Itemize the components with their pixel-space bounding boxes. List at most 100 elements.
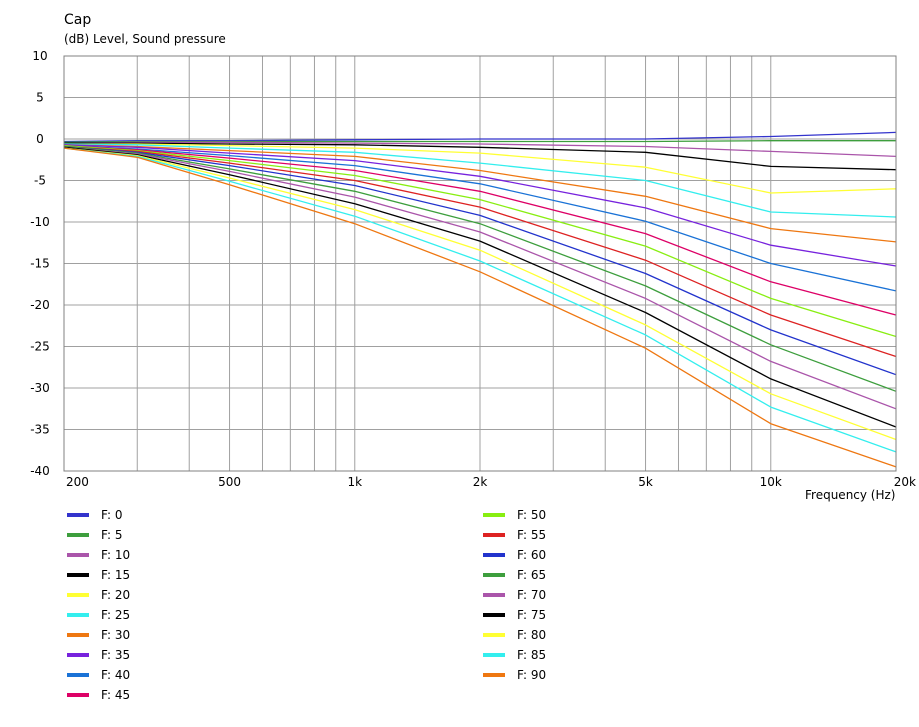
series-line-11 [63, 145, 897, 358]
legend-item: F: 65 [483, 567, 546, 583]
legend-item: F: 55 [483, 527, 546, 543]
legend-swatch [67, 513, 89, 517]
series-line-9 [63, 144, 897, 316]
legend-item: F: 75 [483, 607, 546, 623]
legend-item: F: 5 [67, 527, 122, 543]
plot-frame [63, 55, 897, 472]
legend-swatch [67, 553, 89, 557]
legend-item: F: 60 [483, 547, 546, 563]
chart-title: Cap [64, 12, 92, 28]
legend-swatch [67, 533, 89, 537]
legend-item: F: 35 [67, 647, 130, 663]
legend-item: F: 30 [67, 627, 130, 643]
y-tick-label: -15 [30, 257, 50, 271]
y-axis-label: (dB) Level, Sound pressure [64, 32, 226, 46]
legend-swatch [483, 573, 505, 577]
legend-swatch [67, 633, 89, 637]
series-line-16 [63, 147, 897, 441]
series-line-8 [63, 144, 897, 292]
x-tick-label: 5k [638, 475, 653, 489]
legend-item: F: 40 [67, 667, 130, 683]
y-tick-label: -10 [30, 215, 50, 229]
legend-item: F: 50 [483, 507, 546, 523]
x-axis-label: Frequency (Hz) [805, 488, 896, 502]
legend-swatch [483, 553, 505, 557]
legend-item: F: 15 [67, 567, 130, 583]
legend-label: F: 35 [101, 648, 131, 662]
series-line-4 [64, 143, 897, 194]
legend-swatch [483, 653, 505, 657]
legend-label: F: 15 [101, 568, 131, 582]
legend-label: F: 0 [101, 508, 123, 522]
legend-label: F: 45 [101, 688, 131, 702]
legend-swatch [67, 653, 89, 657]
y-tick-label: -5 [34, 174, 46, 188]
legend-label: F: 10 [101, 548, 131, 562]
legend-label: F: 65 [517, 568, 547, 582]
legend-item: F: 85 [483, 647, 546, 663]
legend-label: F: 60 [517, 548, 547, 562]
legend-label: F: 80 [517, 628, 547, 642]
legend-item: F: 0 [67, 507, 122, 523]
legend-item: F: 20 [67, 587, 130, 603]
legend-item: F: 90 [483, 667, 546, 683]
x-tick-label: 20k [894, 475, 916, 489]
x-tick-label: 1k [347, 475, 362, 489]
legend-swatch [67, 593, 89, 597]
legend-swatch [483, 593, 505, 597]
legend-swatch [483, 533, 505, 537]
x-tick-label: 500 [218, 475, 241, 489]
legend-label: F: 25 [101, 608, 131, 622]
series-line-7 [63, 144, 897, 267]
legend-label: F: 85 [517, 648, 547, 662]
legend-label: F: 90 [517, 668, 547, 682]
legend-label: F: 75 [517, 608, 547, 622]
legend-item: F: 45 [67, 687, 130, 703]
legend-swatch [67, 613, 89, 617]
legend-item: F: 10 [67, 547, 130, 563]
legend-label: F: 70 [517, 588, 547, 602]
y-tick-label: -35 [30, 423, 50, 437]
legend-label: F: 40 [101, 668, 131, 682]
legend-swatch [67, 573, 89, 577]
legend-swatch [483, 673, 505, 677]
y-tick-label: -40 [30, 464, 50, 478]
legend-swatch [483, 633, 505, 637]
y-tick-label: 10 [32, 49, 47, 63]
y-tick-label: -25 [30, 340, 50, 354]
series-line-17 [63, 147, 897, 453]
legend-swatch [67, 693, 89, 697]
y-tick-label: -20 [30, 298, 50, 312]
legend-swatch [483, 513, 505, 517]
series-line-2 [63, 141, 897, 158]
series-line-6 [63, 144, 897, 243]
series-line-12 [63, 145, 897, 376]
legend-item: F: 25 [67, 607, 130, 623]
x-tick-label: 200 [66, 475, 89, 489]
legend-label: F: 20 [101, 588, 131, 602]
series-line-5 [63, 143, 897, 218]
y-tick-label: -30 [30, 381, 50, 395]
legend-swatch [67, 673, 89, 677]
series-line-1 [63, 140, 896, 143]
series-line-14 [63, 146, 897, 410]
legend-label: F: 55 [517, 528, 547, 542]
legend-label: F: 50 [517, 508, 547, 522]
legend-swatch [483, 613, 505, 617]
legend-label: F: 5 [101, 528, 123, 542]
series-line-0 [63, 131, 897, 143]
legend-item: F: 70 [483, 587, 546, 603]
series-line-13 [63, 145, 897, 392]
series-line-15 [63, 146, 897, 428]
x-tick-label: 2k [473, 475, 488, 489]
series-line-18 [63, 147, 897, 468]
legend-label: F: 30 [101, 628, 131, 642]
y-tick-label: 5 [36, 91, 44, 105]
y-tick-label: 0 [36, 132, 44, 146]
x-tick-label: 10k [760, 475, 782, 489]
series-line-3 [64, 142, 897, 171]
legend-item: F: 80 [483, 627, 546, 643]
series-line-10 [63, 144, 897, 338]
